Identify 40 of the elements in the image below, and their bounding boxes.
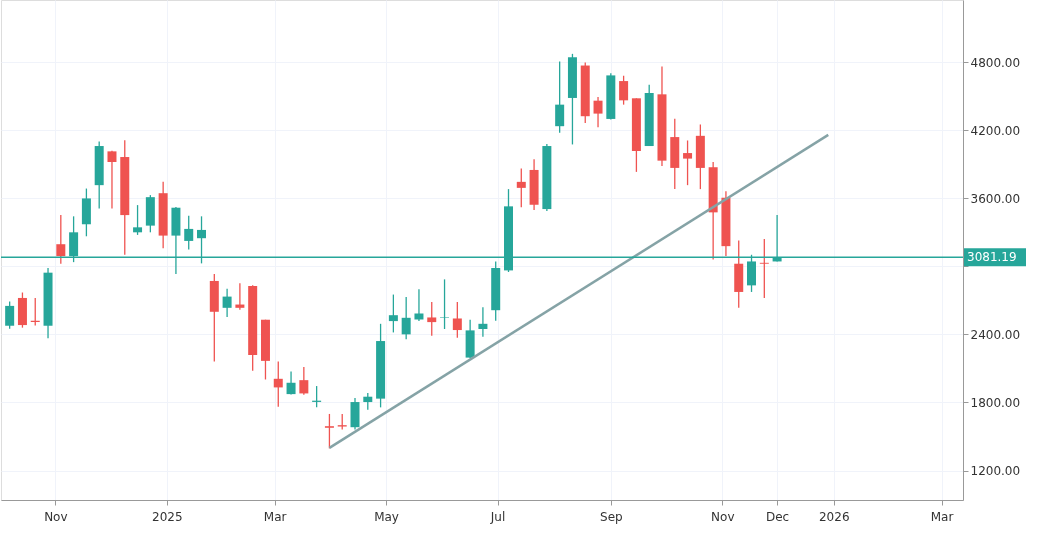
y-tick-label: 3600.00 (970, 191, 1021, 206)
x-tick-label: Nov (711, 509, 735, 524)
candlestick (5, 300, 15, 330)
candlestick (299, 366, 309, 396)
candlestick (273, 360, 283, 408)
x-tick-label: May (374, 509, 399, 524)
candlestick (452, 301, 462, 339)
candlestick (759, 238, 769, 299)
candlestick (593, 96, 603, 128)
candlestick (222, 288, 232, 318)
x-tick-label: Jul (489, 509, 506, 524)
y-tick-label: 1200.00 (970, 464, 1021, 479)
candlestick (401, 296, 411, 340)
x-tick-label: Nov (44, 509, 68, 524)
ref-line-label: 3081.19 (967, 250, 1017, 265)
candlestick (133, 204, 143, 236)
candlestick (184, 215, 194, 251)
candlestick (56, 214, 66, 265)
y-tick-label: 4800.00 (970, 55, 1021, 70)
y-tick-label: 4200.00 (970, 123, 1021, 138)
x-tick-label: Sep (600, 509, 623, 524)
candlestick (478, 306, 488, 338)
x-tick-label: Dec (765, 509, 790, 524)
candlestick (427, 301, 437, 337)
x-tick-label: 2026 (818, 509, 850, 524)
x-tick-label: Mar (263, 509, 287, 524)
x-tick-label: 2025 (152, 509, 183, 524)
candlestick (619, 75, 629, 106)
candlestick (440, 278, 450, 330)
candlestick (555, 60, 565, 134)
candlestick (286, 370, 296, 396)
candlestick (516, 167, 526, 209)
candlestick (683, 139, 693, 186)
candlestick (107, 150, 117, 210)
x-tick-label: Mar (930, 509, 954, 524)
candlestick (388, 293, 398, 334)
y-tick-label: 1800.00 (970, 395, 1021, 410)
candlestick (414, 288, 424, 322)
candlestick (235, 282, 245, 311)
y-tick-label: 2400.00 (970, 327, 1021, 342)
